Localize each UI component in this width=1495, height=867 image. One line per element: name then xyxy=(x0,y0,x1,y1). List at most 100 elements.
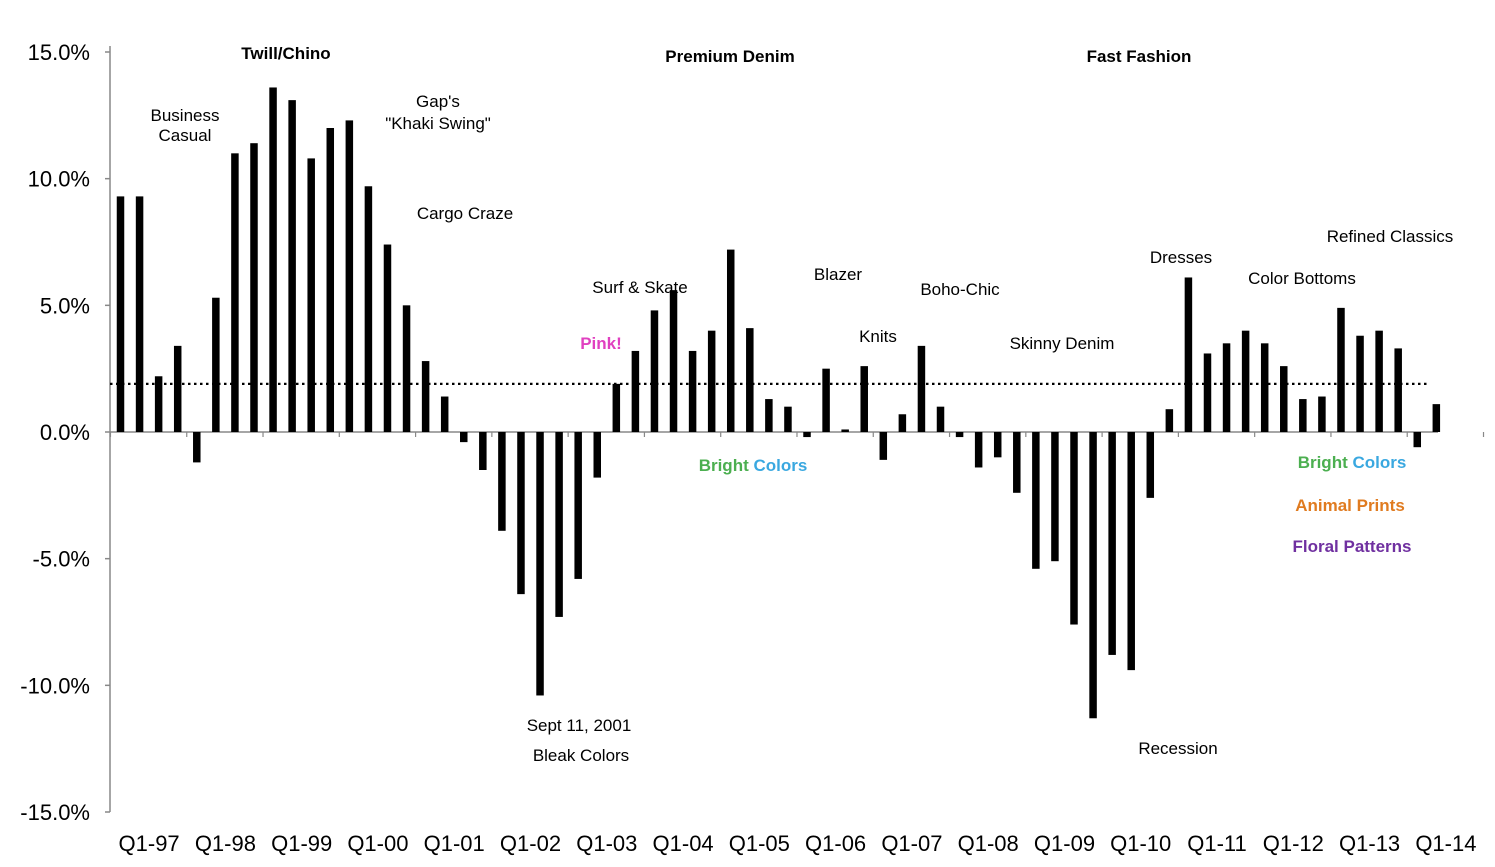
bar-Q4-10 xyxy=(1165,409,1174,432)
bar-Q1-07 xyxy=(879,432,888,460)
bar-Q1-08 xyxy=(955,432,964,438)
bar-Q2-00 xyxy=(364,186,373,432)
bar-Q4-03 xyxy=(631,350,640,432)
bar-Q4-11 xyxy=(1241,330,1250,432)
bar-Q4-12 xyxy=(1318,396,1326,432)
bar-Q2-06 xyxy=(822,368,830,432)
bar-Q1-97 xyxy=(116,196,125,432)
bar-Q2-14 xyxy=(1432,404,1441,432)
bar-Q1-98 xyxy=(193,432,201,463)
bar-Q4-98 xyxy=(250,143,258,432)
bar-Q3-99 xyxy=(307,158,315,432)
x-tick-label: Q1-09 xyxy=(1034,831,1095,856)
bar-Q1-10 xyxy=(1108,432,1116,655)
bar-Q2-98 xyxy=(212,297,220,432)
bar-Q2-09 xyxy=(1051,432,1059,562)
x-tick-label: Q1-06 xyxy=(805,831,866,856)
bar-Q4-01 xyxy=(479,432,487,470)
y-tick-label: 0.0% xyxy=(40,420,90,445)
annotation-sept-11-2001: Sept 11, 2001 xyxy=(527,716,632,735)
annotation-gap-s: Gap's xyxy=(416,92,460,111)
bar-Q3-97 xyxy=(154,376,163,432)
x-tick-label: Q1-05 xyxy=(729,831,790,856)
bar-Q2-02 xyxy=(517,432,525,595)
annotation-part: Bright xyxy=(1298,453,1348,472)
x-tick-label: Q1-11 xyxy=(1187,831,1247,856)
bar-Q1-00 xyxy=(345,120,354,433)
x-tick-label: Q1-10 xyxy=(1110,831,1171,856)
annotation-dresses: Dresses xyxy=(1150,248,1212,267)
annotation-khaki-swing: "Khaki Swing" xyxy=(385,114,491,133)
bar-Q4-09 xyxy=(1089,432,1097,719)
bar-Q3-08 xyxy=(993,432,1002,458)
annotation-refined-classics: Refined Classics xyxy=(1327,227,1454,246)
bar-Q3-11 xyxy=(1222,343,1231,432)
x-tick-label: Q1-04 xyxy=(653,831,714,856)
x-tick-label: Q1-00 xyxy=(347,831,408,856)
x-tick-label: Q1-12 xyxy=(1263,831,1324,856)
bars xyxy=(116,87,1441,719)
bar-Q4-97 xyxy=(173,345,182,432)
annotation-skinny-denim: Skinny Denim xyxy=(1010,334,1115,353)
annotation-boho-chic: Boho-Chic xyxy=(920,280,1000,299)
x-tick-label: Q1-98 xyxy=(195,831,256,856)
annotation-recession: Recession xyxy=(1138,739,1217,758)
x-tick-label: Q1-13 xyxy=(1339,831,1400,856)
y-tick-label: 10.0% xyxy=(28,167,90,192)
bar-Q2-97 xyxy=(135,196,144,432)
bar-Q4-00 xyxy=(402,305,411,432)
bar-Q3-00 xyxy=(383,244,392,432)
annotation-bleak-colors: Bleak Colors xyxy=(533,746,629,765)
bar-Q4-99 xyxy=(326,128,335,432)
bar-Q4-13 xyxy=(1394,348,1402,432)
bar-Q4-04 xyxy=(707,330,716,432)
bar-Q3-01 xyxy=(460,432,468,443)
bar-Q3-05 xyxy=(765,399,773,432)
bar-Q4-02 xyxy=(555,432,563,617)
annotation-part: Colors xyxy=(1348,453,1407,472)
bar-Q2-04 xyxy=(669,290,678,432)
x-tick-label: Q1-03 xyxy=(576,831,637,856)
bar-Q1-01 xyxy=(421,361,430,432)
x-tick-label: Q1-14 xyxy=(1415,831,1476,856)
annotation-cargo-craze: Cargo Craze xyxy=(417,204,513,223)
y-tick-label: -15.0% xyxy=(20,800,90,825)
annotation-blazer: Blazer xyxy=(814,265,863,284)
y-tick-label: -10.0% xyxy=(20,673,90,698)
bar-Q4-05 xyxy=(784,406,792,432)
annotation-bright-colors: Bright Colors xyxy=(699,456,808,475)
x-tick-label: Q1-99 xyxy=(271,831,332,856)
bar-Q3-13 xyxy=(1375,330,1383,432)
bar-Q2-07 xyxy=(898,414,907,432)
x-axis-ticks: Q1-97 Q1-98 Q1-99 Q1-00 Q1-01 Q1-02 Q1-03 Q1-04… xyxy=(119,831,1477,856)
annotations: Twill/Chino Premium Denim Fast Fashion Busi… xyxy=(151,44,1454,765)
bar-Q2-08 xyxy=(974,432,983,468)
bar-Q2-05 xyxy=(746,328,754,432)
annotation-pink: Pink! xyxy=(580,334,622,353)
annotation-casual: Casual xyxy=(159,126,212,145)
x-tick-label: Q1-97 xyxy=(119,831,180,856)
bar-Q1-06 xyxy=(803,432,811,438)
annotation-part: Colors xyxy=(749,456,808,475)
y-tick-label: 15.0% xyxy=(28,40,90,65)
bar-Q3-12 xyxy=(1299,399,1307,432)
bar-Q3-10 xyxy=(1146,432,1155,498)
annotation-part: Bright xyxy=(699,456,749,475)
annotation-twill-chino: Twill/Chino xyxy=(241,44,330,63)
annotation-business: Business xyxy=(151,106,220,125)
bar-Q1-09 xyxy=(1032,432,1040,569)
bar-Q1-99 xyxy=(269,87,277,432)
bar-Q2-10 xyxy=(1127,432,1135,671)
bar-Q3-04 xyxy=(688,350,697,432)
annotation-fast-fashion: Fast Fashion xyxy=(1087,47,1192,66)
x-tick-label: Q1-01 xyxy=(424,831,485,856)
bar-Q3-09 xyxy=(1070,432,1078,625)
annotation-premium-denim: Premium Denim xyxy=(665,47,794,66)
annotation-knits: Knits xyxy=(859,327,897,346)
bar-Q2-01 xyxy=(440,396,449,432)
y-axis-ticks: 15.0% 10.0% 5.0% 0.0% -5.0% -10.0% -15.0% xyxy=(20,40,90,825)
y-tick-label: 5.0% xyxy=(40,293,90,318)
bar-Q1-13 xyxy=(1337,307,1345,432)
bar-Q1-04 xyxy=(650,310,659,432)
